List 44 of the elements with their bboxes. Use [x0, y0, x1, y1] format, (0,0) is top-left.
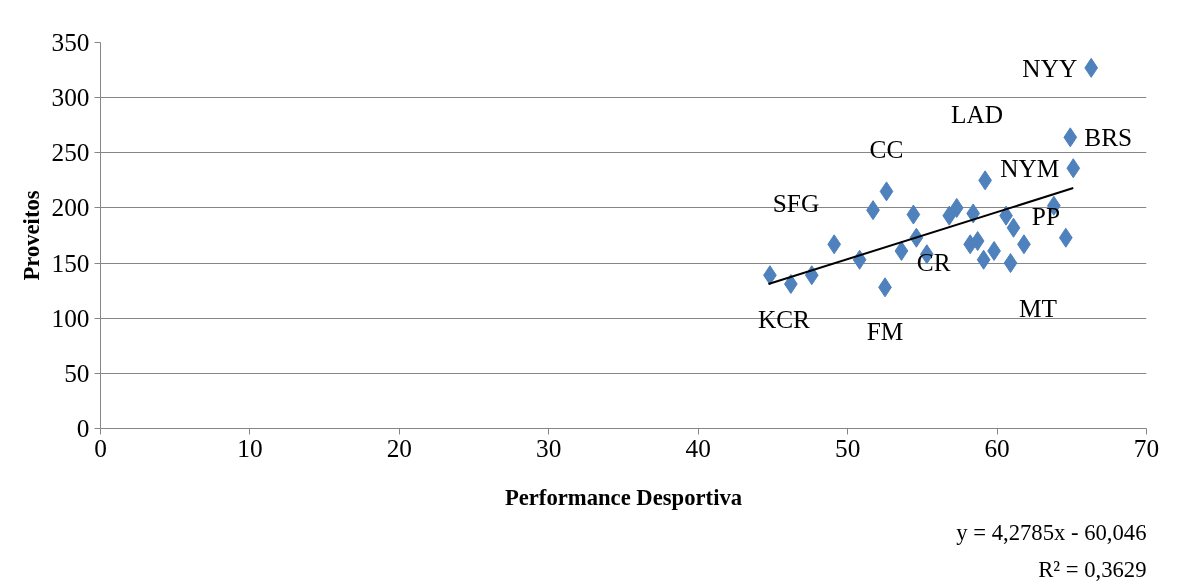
annotation: LAD: [951, 100, 1004, 129]
point: [1058, 227, 1073, 248]
y-tick-label: 150: [51, 248, 90, 277]
point: [942, 205, 957, 226]
y-tick-label: 100: [51, 303, 90, 332]
point: [949, 197, 964, 218]
x-tick-label: 50: [834, 433, 861, 462]
point: [963, 234, 978, 255]
x-tick-label: 30: [536, 433, 562, 462]
point: [1003, 253, 1018, 274]
y-axis-title: Proveitos: [18, 190, 44, 281]
annotation: MT: [1018, 294, 1058, 323]
point: [1006, 217, 1021, 238]
x-tick-label: 60: [984, 433, 1010, 462]
y-tick-label: 350: [51, 28, 90, 56]
point: [906, 204, 921, 225]
annotation: NYY: [1022, 53, 1078, 82]
y-tick-label: 200: [51, 193, 90, 222]
y-tick-label: 50: [64, 358, 90, 387]
x-tick-label: 40: [685, 433, 711, 462]
x-tick-label: 20: [386, 433, 413, 462]
annotation: SFG: [772, 189, 820, 218]
point: [879, 181, 894, 202]
y-tick-label: 250: [51, 138, 90, 167]
annotation: BRS: [1084, 123, 1133, 152]
y-tick-label: 300: [51, 83, 90, 112]
annotation: PP: [1031, 201, 1061, 230]
point: [1066, 158, 1081, 179]
annotation: FM: [866, 317, 904, 346]
point: [1063, 127, 1078, 148]
point: [827, 234, 842, 255]
text: y = 4,2785x - 60,046: [956, 519, 1147, 545]
annotation: KCR: [757, 305, 811, 334]
x-tick-label: 10: [237, 433, 263, 462]
point: [1084, 57, 1099, 78]
annotation: CC: [869, 135, 904, 164]
text: R² = 0,3629: [1038, 556, 1147, 582]
y-tick-label: 0: [76, 414, 90, 442]
point: [894, 240, 909, 261]
annotation: CR: [916, 248, 951, 277]
x-tick-label: 70: [1133, 433, 1160, 462]
point: [976, 249, 991, 270]
x-axis-title: Performance Desportiva: [504, 484, 743, 510]
annotation: NYM: [1000, 154, 1060, 183]
